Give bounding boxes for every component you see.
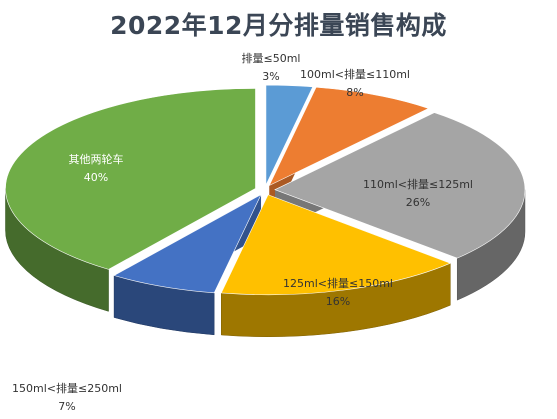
slice-2 (274, 112, 526, 259)
slice-label-0: 排量≤50ml (242, 51, 301, 65)
pie-labels: 排量≤50ml 3% 100ml<排量≤110ml 8% 110ml<排量≤125ml 2… (12, 51, 473, 413)
slice-value-4: 7% (58, 400, 75, 413)
slice-label-4: 150ml<排量≤250ml (12, 381, 122, 395)
pie-top-faces (5, 84, 526, 296)
slice-0 (265, 84, 314, 186)
slice-label-3: 125ml<排量≤150ml (283, 276, 393, 290)
slice-label-1: 100ml<排量≤110ml (300, 67, 410, 81)
slice-value-3: 16% (326, 295, 350, 308)
slice-1 (268, 86, 430, 187)
slice-label-2: 110ml<排量≤125ml (363, 177, 473, 191)
chart-title: 2022年12月分排量销售构成 (110, 11, 447, 40)
slice-3 (220, 194, 452, 296)
slice-value-0: 3% (262, 70, 279, 83)
slice-value-1: 8% (346, 86, 363, 99)
slice-value-5: 40% (84, 171, 108, 184)
slice-value-2: 26% (406, 196, 430, 209)
slice-4 (113, 193, 262, 294)
slice-label-5: 其他两轮车 (69, 152, 124, 166)
slice-5 (5, 88, 256, 270)
